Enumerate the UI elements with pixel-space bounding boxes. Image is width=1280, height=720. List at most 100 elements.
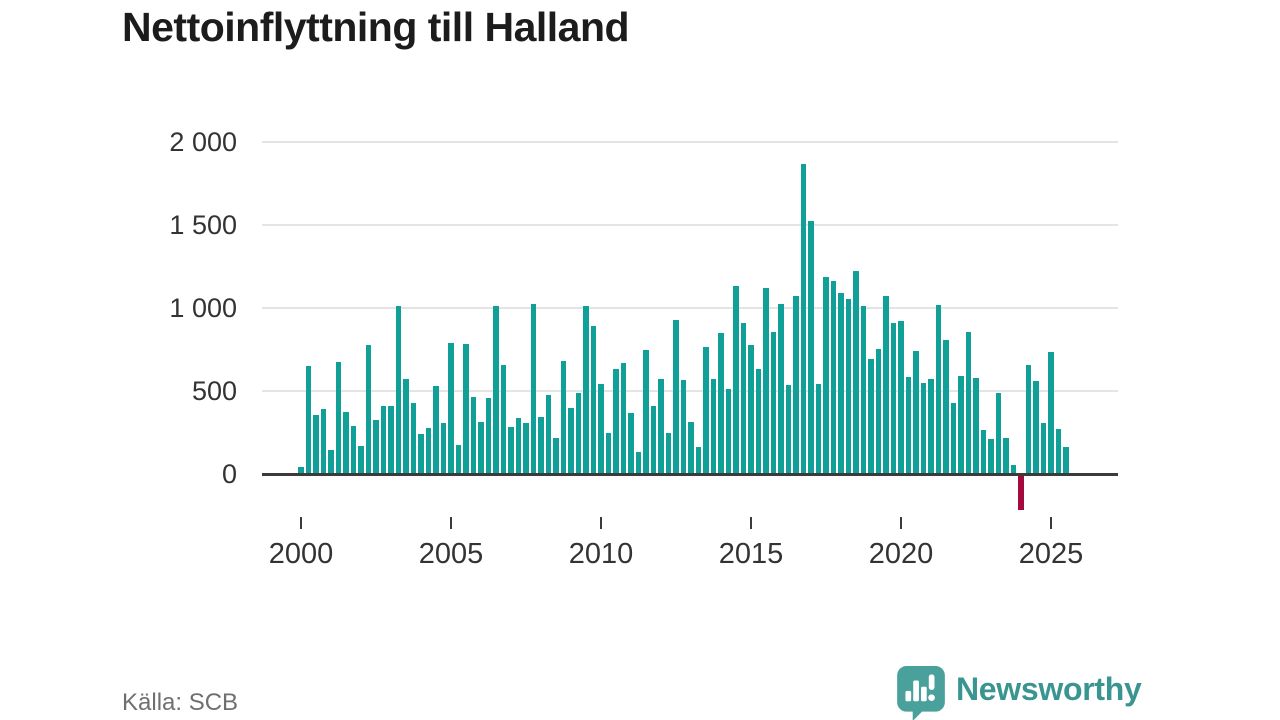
bar <box>748 345 754 474</box>
bar <box>718 332 724 474</box>
bar <box>425 427 432 474</box>
bar <box>613 368 619 474</box>
y-axis-label: 1 000 <box>169 293 237 323</box>
bar <box>778 303 784 474</box>
y-axis-label: 500 <box>191 376 237 406</box>
y-axis-label: 1 500 <box>169 210 237 240</box>
bar <box>890 322 897 474</box>
bar <box>950 402 957 474</box>
bar <box>920 382 927 474</box>
bar <box>433 386 439 474</box>
bar <box>905 376 912 474</box>
bar <box>395 306 402 474</box>
bar <box>823 277 829 474</box>
bar <box>635 451 642 474</box>
bar <box>658 378 664 474</box>
bar <box>695 447 702 474</box>
x-axis-label: 2015 <box>718 538 784 570</box>
bar <box>380 405 387 474</box>
x-axis-label: 2020 <box>868 538 934 570</box>
bar <box>620 362 627 474</box>
bar <box>418 434 424 474</box>
y-axis-label: 0 <box>221 459 237 489</box>
bar <box>973 377 979 474</box>
bar <box>440 423 447 474</box>
bar <box>928 378 934 474</box>
bar <box>913 351 919 474</box>
bar <box>403 378 409 474</box>
bar <box>868 359 874 474</box>
bar <box>313 415 319 474</box>
gridline <box>262 390 1118 392</box>
bar <box>1063 446 1069 474</box>
bar <box>575 393 582 474</box>
bar <box>1025 365 1032 474</box>
newsworthy-logo-text: Newsworthy <box>956 671 1142 707</box>
bar <box>470 396 477 474</box>
bar <box>328 449 334 474</box>
x-axis-label: 2010 <box>568 538 634 570</box>
logo-bar-small <box>905 690 912 702</box>
bar <box>988 439 994 474</box>
x-axis-label: 2000 <box>268 538 334 570</box>
bar <box>763 288 769 474</box>
bar <box>995 392 1002 474</box>
bar <box>853 270 859 474</box>
bar <box>305 366 312 474</box>
bar <box>500 365 507 474</box>
logo-bar-medium <box>921 686 927 702</box>
newsworthy-logo-icon <box>897 666 945 720</box>
bar <box>530 303 537 474</box>
bar <box>740 322 747 474</box>
bar <box>388 405 394 474</box>
bar <box>965 332 972 474</box>
bar <box>358 445 364 474</box>
bar <box>1033 381 1039 474</box>
bar <box>815 384 822 474</box>
bar-negative <box>1018 476 1024 511</box>
plot-area: 0 500 1 000 1 500 2 000 2000 2005 2010 2015 2020 2… <box>169 129 1118 570</box>
gridline <box>262 224 1118 226</box>
bar <box>958 376 964 474</box>
bar <box>410 402 417 474</box>
bar <box>688 421 694 474</box>
bar <box>883 295 889 474</box>
logo-exclamation-stem <box>928 674 935 690</box>
bar <box>703 347 709 474</box>
bar <box>680 380 687 474</box>
bar <box>755 369 762 474</box>
x-axis-label: 2025 <box>1018 538 1084 570</box>
bar <box>560 361 567 474</box>
bar <box>343 411 349 474</box>
x-axis-line <box>262 472 1118 476</box>
bar <box>1040 423 1047 474</box>
bar <box>493 306 499 474</box>
bar <box>1003 438 1009 474</box>
bar <box>860 306 867 474</box>
bar <box>583 305 589 474</box>
bar <box>800 163 807 474</box>
bar <box>298 467 304 474</box>
bar <box>335 361 342 474</box>
bar <box>463 343 469 474</box>
newsworthy-logo: Newsworthy <box>896 663 1176 720</box>
bar <box>793 296 799 474</box>
bar <box>980 430 987 474</box>
bar <box>838 293 844 474</box>
bar <box>1055 429 1062 474</box>
logo-bar-tall <box>913 680 919 702</box>
x-axis-tick <box>750 517 752 529</box>
bar <box>710 378 717 474</box>
bar <box>523 422 529 474</box>
bar <box>875 348 882 474</box>
bar <box>485 398 492 474</box>
bar <box>508 426 514 474</box>
logo-exclamation-dot <box>928 694 935 701</box>
bar <box>643 350 649 474</box>
bar <box>568 408 574 474</box>
bar <box>455 444 462 474</box>
bar <box>605 432 612 474</box>
bar <box>725 388 732 474</box>
bar <box>808 220 814 474</box>
